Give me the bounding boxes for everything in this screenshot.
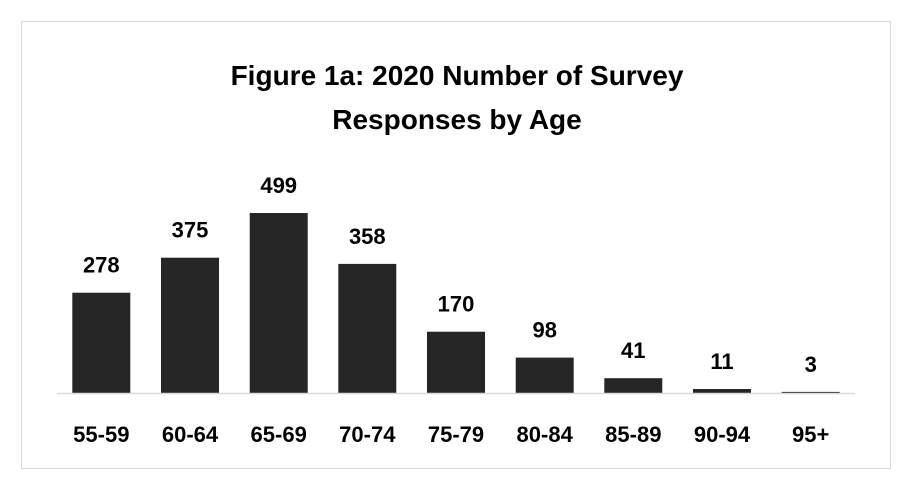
x-tick-labels-group: 55-59 60-64 65-69 70-74 75-79 80-84 85-89 90-94… — [73, 422, 829, 447]
x-tick-label-70-74: 70-74 — [339, 422, 396, 447]
data-label-90-94: 11 — [710, 349, 733, 374]
bars-group — [72, 213, 840, 393]
x-tick-label-75-79: 75-79 — [428, 422, 484, 447]
x-tick-label-60-64: 60-64 — [162, 422, 219, 447]
x-tick-label-90-94: 90-94 — [694, 422, 751, 447]
data-labels-group: 278 375 499 358 170 98 41 11 3 — [83, 173, 817, 377]
x-tick-label-95+: 95+ — [792, 422, 829, 447]
data-label-65-69: 499 — [260, 173, 297, 198]
bar-85-89 — [604, 378, 663, 393]
chart-frame — [21, 21, 891, 469]
data-label-85-89: 41 — [621, 338, 645, 363]
bar-80-84 — [515, 357, 574, 393]
x-tick-label-55-59: 55-59 — [73, 422, 129, 447]
chart-title-line-1: Figure 1a: 2020 Number of Survey — [230, 60, 684, 91]
bar-55-59 — [72, 292, 131, 393]
bar-65-69 — [249, 213, 308, 393]
bar-75-79 — [427, 331, 485, 393]
x-tick-label-80-84: 80-84 — [517, 422, 574, 447]
data-label-80-84: 98 — [532, 318, 556, 343]
x-tick-label-65-69: 65-69 — [251, 422, 307, 447]
bar-70-74 — [338, 263, 397, 393]
chart-title: Figure 1a: 2020 Number of Survey Respons… — [0, 54, 914, 142]
bar-90-94 — [693, 389, 751, 393]
data-label-75-79: 170 — [438, 292, 475, 317]
data-label-95+: 3 — [805, 352, 817, 377]
bar-95+ — [781, 391, 840, 393]
x-tick-label-85-89: 85-89 — [605, 422, 661, 447]
data-label-55-59: 278 — [83, 253, 120, 278]
data-label-70-74: 358 — [349, 224, 386, 249]
data-label-60-64: 375 — [172, 218, 209, 243]
chart-title-line-2: Responses by Age — [332, 104, 582, 135]
bar-60-64 — [161, 257, 219, 393]
